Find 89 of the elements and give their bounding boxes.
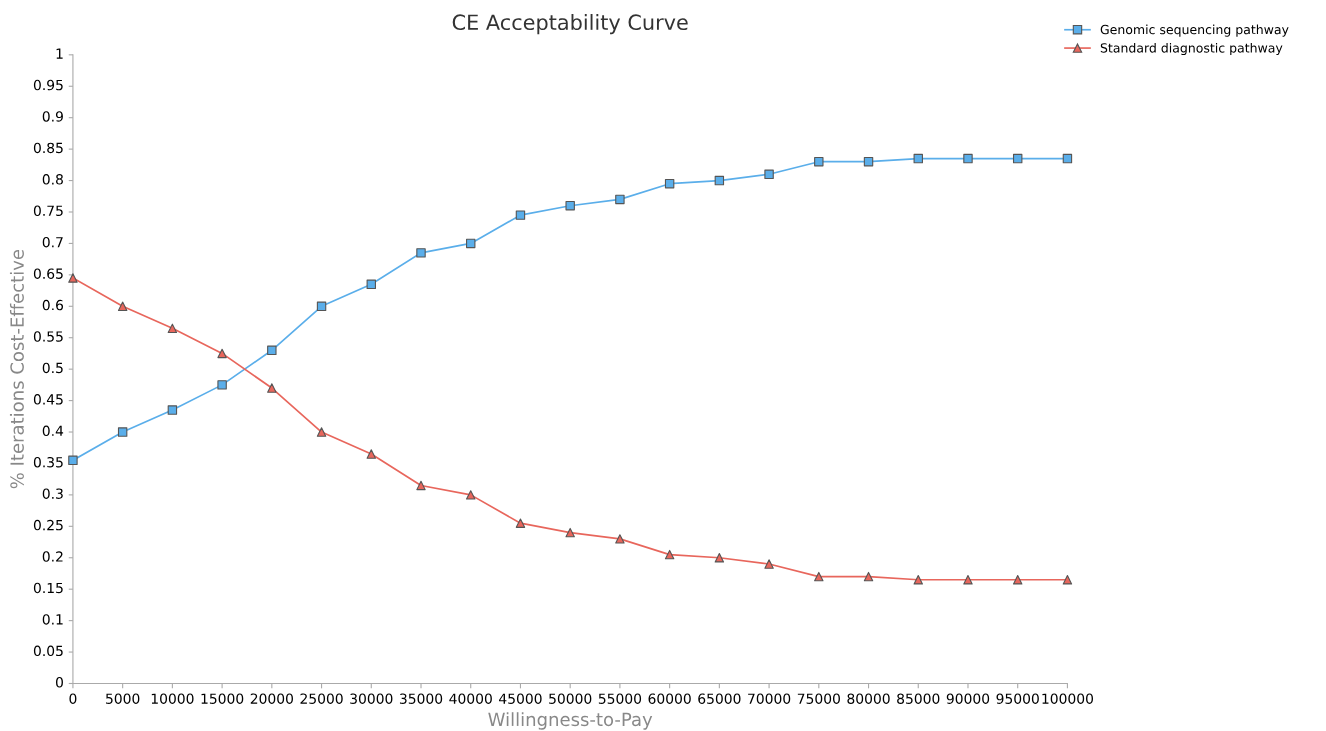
point [515,210,526,220]
x-tick-label: 5000 [106,693,140,704]
point [267,383,277,393]
y-tick-label: 0.95 [33,79,63,91]
point [1012,153,1023,164]
y-tick-label: 0.4 [42,425,64,437]
y-tick-label: 0.85 [33,142,63,154]
x-tick-label: 35000 [399,693,443,704]
point [466,238,476,249]
point [963,575,973,585]
x-tick-label: 70000 [748,693,791,704]
x-tick-label: 30000 [350,693,393,704]
point [416,248,426,258]
point [316,427,327,437]
point [664,549,675,560]
y-tick-label: 0.9 [42,111,63,122]
y-tick-label: 0.15 [33,582,63,594]
y-tick-label: 0.05 [33,645,63,657]
y-tick-label: 0.3 [42,488,63,499]
y-tick-label: 0.8 [42,174,63,185]
x-tick-label: 75000 [797,693,840,704]
point [217,348,227,359]
x-tick-label: 40000 [449,693,492,704]
y-tick-label: 0.35 [33,456,63,468]
legend-label: Genomic sequencing pathway [1100,24,1289,37]
y-axis-title: % Iterations Cost-Effective [9,249,24,489]
point [366,449,377,459]
point [416,480,426,491]
point [615,534,625,544]
x-tick-label: 95000 [996,693,1039,704]
x-axis-title: Willingness-to-Pay [488,712,653,730]
legend-label: Standard diagnostic pathway [1100,42,1283,56]
x-tick-label: 50000 [549,693,592,704]
y-tick-label: 0.5 [42,362,63,374]
x-tick-label: 80000 [847,693,890,704]
y-tick-label: 0.75 [33,205,63,217]
point [963,153,973,164]
x-tick-label: 20000 [250,693,293,704]
point [167,323,178,334]
x-tick-label: 45000 [499,693,542,704]
chart-title: CE Acceptability Curve [452,13,688,35]
x-tick-label: 25000 [300,693,343,704]
point [267,345,277,356]
point [814,156,824,167]
point [565,527,575,538]
point [664,178,675,189]
point [167,405,178,415]
x-tick-label: 10000 [151,693,194,704]
y-tick-label: 0.6 [42,299,64,311]
point [714,175,725,186]
point [68,273,78,283]
point [466,490,476,500]
y-tick-label: 0.65 [33,268,63,279]
point [913,575,923,585]
point [913,153,923,164]
y-tick-label: 0.55 [33,331,63,342]
point [1062,153,1073,164]
point [68,455,78,466]
point [1062,575,1073,585]
point [217,380,227,390]
x-tick-label: 100000 [1042,693,1094,704]
point [814,571,824,582]
x-tick-label: 60000 [648,693,691,704]
point [515,518,526,528]
point [863,571,874,582]
x-tick-label: 15000 [201,693,244,704]
y-tick-label: 0.25 [33,519,63,531]
point [117,301,128,312]
point [615,194,625,205]
x-tick-label: 55000 [598,693,642,704]
y-tick-label: 0.7 [42,236,63,248]
y-tick-label: 1 [56,48,63,59]
point [764,559,774,569]
point [366,279,377,290]
y-tick-label: 0.45 [33,394,63,405]
point [316,301,327,312]
y-tick-label: 0.1 [42,614,63,625]
point [117,427,128,437]
point [1012,575,1023,585]
x-tick-label: 0 [69,693,77,704]
point [714,553,725,563]
x-tick-label: 65000 [698,693,741,704]
x-tick-label: 85000 [897,693,940,704]
y-tick-label: 0 [55,677,63,688]
point [565,200,575,211]
x-tick-label: 90000 [946,693,990,704]
point [863,156,874,167]
y-tick-label: 0.2 [42,551,63,562]
point [764,169,774,179]
